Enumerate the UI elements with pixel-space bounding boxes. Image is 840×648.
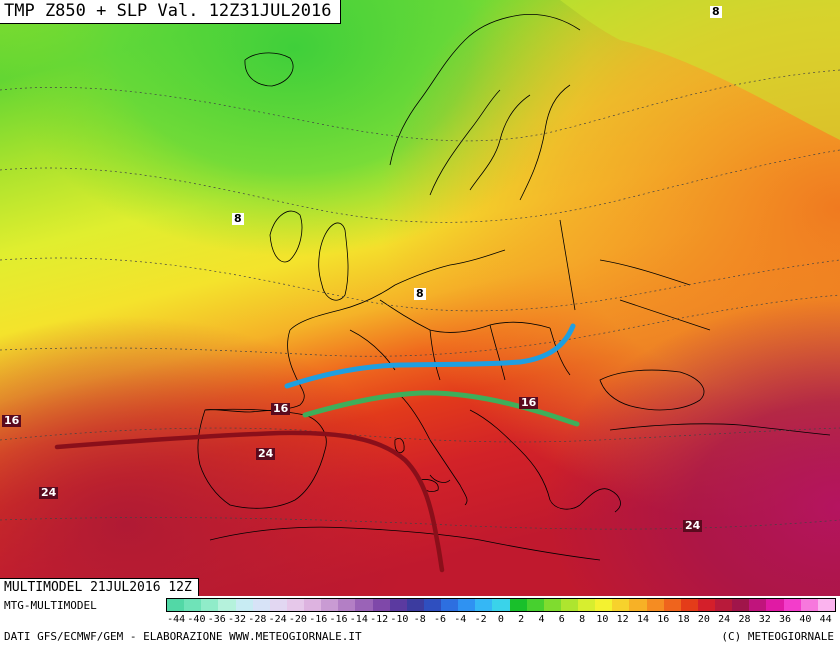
colorbar-tick: -28 (248, 614, 267, 625)
colorbar-tick: -36 (207, 614, 226, 625)
colorbar-tick: -8 (413, 614, 426, 625)
colorbar-tick: 20 (697, 614, 710, 625)
colorbar-cell (372, 599, 390, 611)
colorbar-tick: -14 (349, 614, 368, 625)
colorbar-tick: 36 (779, 614, 792, 625)
colorbar-cell (715, 599, 733, 611)
colorbar-cell (766, 599, 784, 611)
colorbar-cell (560, 599, 578, 611)
copyright: (C) METEOGIORNALE (721, 630, 834, 643)
colorbar-cell (458, 599, 476, 611)
colorbar-cell (441, 599, 459, 611)
colorbar-cell (389, 599, 407, 611)
contour-label-8-ne: 8 (710, 5, 722, 18)
map-area: TMP Z850 + SLP Val. 12Z31JUL2016 8 8 8 1… (0, 0, 840, 596)
colorbar-tick: 24 (718, 614, 731, 625)
colorbar-tick: -32 (228, 614, 247, 625)
contour-label-16-west: 16 (2, 414, 22, 427)
colorbar-cell (304, 599, 322, 611)
contour-label-8-atlantic: 8 (232, 212, 244, 225)
contour-label-24-atlantic: 24 (39, 486, 59, 499)
colorbar-cell (800, 599, 818, 611)
map-title: TMP Z850 + SLP Val. 12Z31JUL2016 (0, 0, 341, 24)
colorbar-tick: 12 (616, 614, 629, 625)
model-run-label: MULTIMODEL 21JUL2016 12Z (0, 578, 199, 596)
colorbar-tick: 44 (819, 614, 832, 625)
colorbar-cell (201, 599, 219, 611)
colorbar-tick: -20 (288, 614, 307, 625)
dark-red-line (54, 430, 445, 573)
colorbar-tick: -4 (454, 614, 467, 625)
colorbar-cell (526, 599, 544, 611)
contour-label-24-spain: 24 (256, 447, 276, 460)
colorbar-tick: 14 (636, 614, 649, 625)
colorbar-tick: 8 (579, 614, 586, 625)
colorbar-cell (321, 599, 339, 611)
colorbar-cell (269, 599, 287, 611)
colorbar-cell (732, 599, 750, 611)
colorbar-cell (783, 599, 801, 611)
colorbar-tick: 2 (518, 614, 525, 625)
colorbar-cell (680, 599, 698, 611)
colorbar-cell (578, 599, 596, 611)
colorbar-cell (646, 599, 664, 611)
green-front-line (302, 390, 580, 427)
colorbar-cell (286, 599, 304, 611)
colorbar-tick: -44 (167, 614, 186, 625)
colorbar-cell (663, 599, 681, 611)
colorbar-tick: 16 (657, 614, 670, 625)
colorbar-cell (492, 599, 510, 611)
colorbar-tick: -2 (474, 614, 487, 625)
colorbar-tick: 6 (558, 614, 565, 625)
colorbar-tick: 40 (799, 614, 812, 625)
colorbar-tick: 32 (758, 614, 771, 625)
colorbar-tick: 28 (738, 614, 751, 625)
colorbar-tick: -40 (187, 614, 206, 625)
colorbar-tick: 0 (497, 614, 504, 625)
colorbar-cell (697, 599, 715, 611)
isobars (0, 69, 840, 530)
colorbar-tick: -6 (433, 614, 447, 625)
colorbar-ticks: -44 -40 -36 -32 -28 -24 -20 -16 -16 -14 -12 -10 -8 -6… (166, 614, 836, 626)
contour-label-16-balkans: 16 (519, 396, 539, 409)
colorbar-tick: -24 (268, 614, 287, 625)
colorbar-tick: -10 (390, 614, 409, 625)
colorbar-cell (612, 599, 630, 611)
colorbar-tick: 18 (677, 614, 690, 625)
model-short-label: MTG-MULTIMODEL (4, 599, 97, 612)
colorbar-cell (749, 599, 767, 611)
colorbar-cell (184, 599, 202, 611)
contour-label-16-iberia: 16 (271, 402, 291, 415)
colorbar-cell (252, 599, 270, 611)
colorbar-cell (235, 599, 253, 611)
colorbar-cell (423, 599, 441, 611)
blue-front-line (284, 323, 576, 389)
colorbar-tick: -16 (329, 614, 348, 625)
colorbar-tick: 10 (596, 614, 609, 625)
colorbar-tick: -12 (370, 614, 389, 625)
colorbar-cell (338, 599, 356, 611)
colorbar-cell (595, 599, 613, 611)
colorbar-cell (218, 599, 236, 611)
colorbar-cell (475, 599, 493, 611)
temperature-colorbar (166, 598, 836, 612)
coastlines (197, 13, 831, 561)
colorbar-cell (817, 599, 835, 611)
colorbar-cell (355, 599, 373, 611)
colorbar-cell (509, 599, 527, 611)
colorbar-cell (629, 599, 647, 611)
colorbar-cell (167, 599, 185, 611)
contour-label-24-med: 24 (683, 519, 703, 532)
data-source: DATI GFS/ECMWF/GEM - ELABORAZIONE WWW.ME… (4, 630, 362, 643)
contour-label-8-france: 8 (414, 287, 426, 300)
legend-footer: MTG-MULTIMODEL -44 -40 -36 -32 -28 -24 -20 -16-… (0, 596, 840, 648)
colorbar-cell (543, 599, 561, 611)
colorbar-tick: 4 (538, 614, 545, 625)
colorbar-cell (406, 599, 424, 611)
colorbar-tick: -16 (309, 614, 328, 625)
